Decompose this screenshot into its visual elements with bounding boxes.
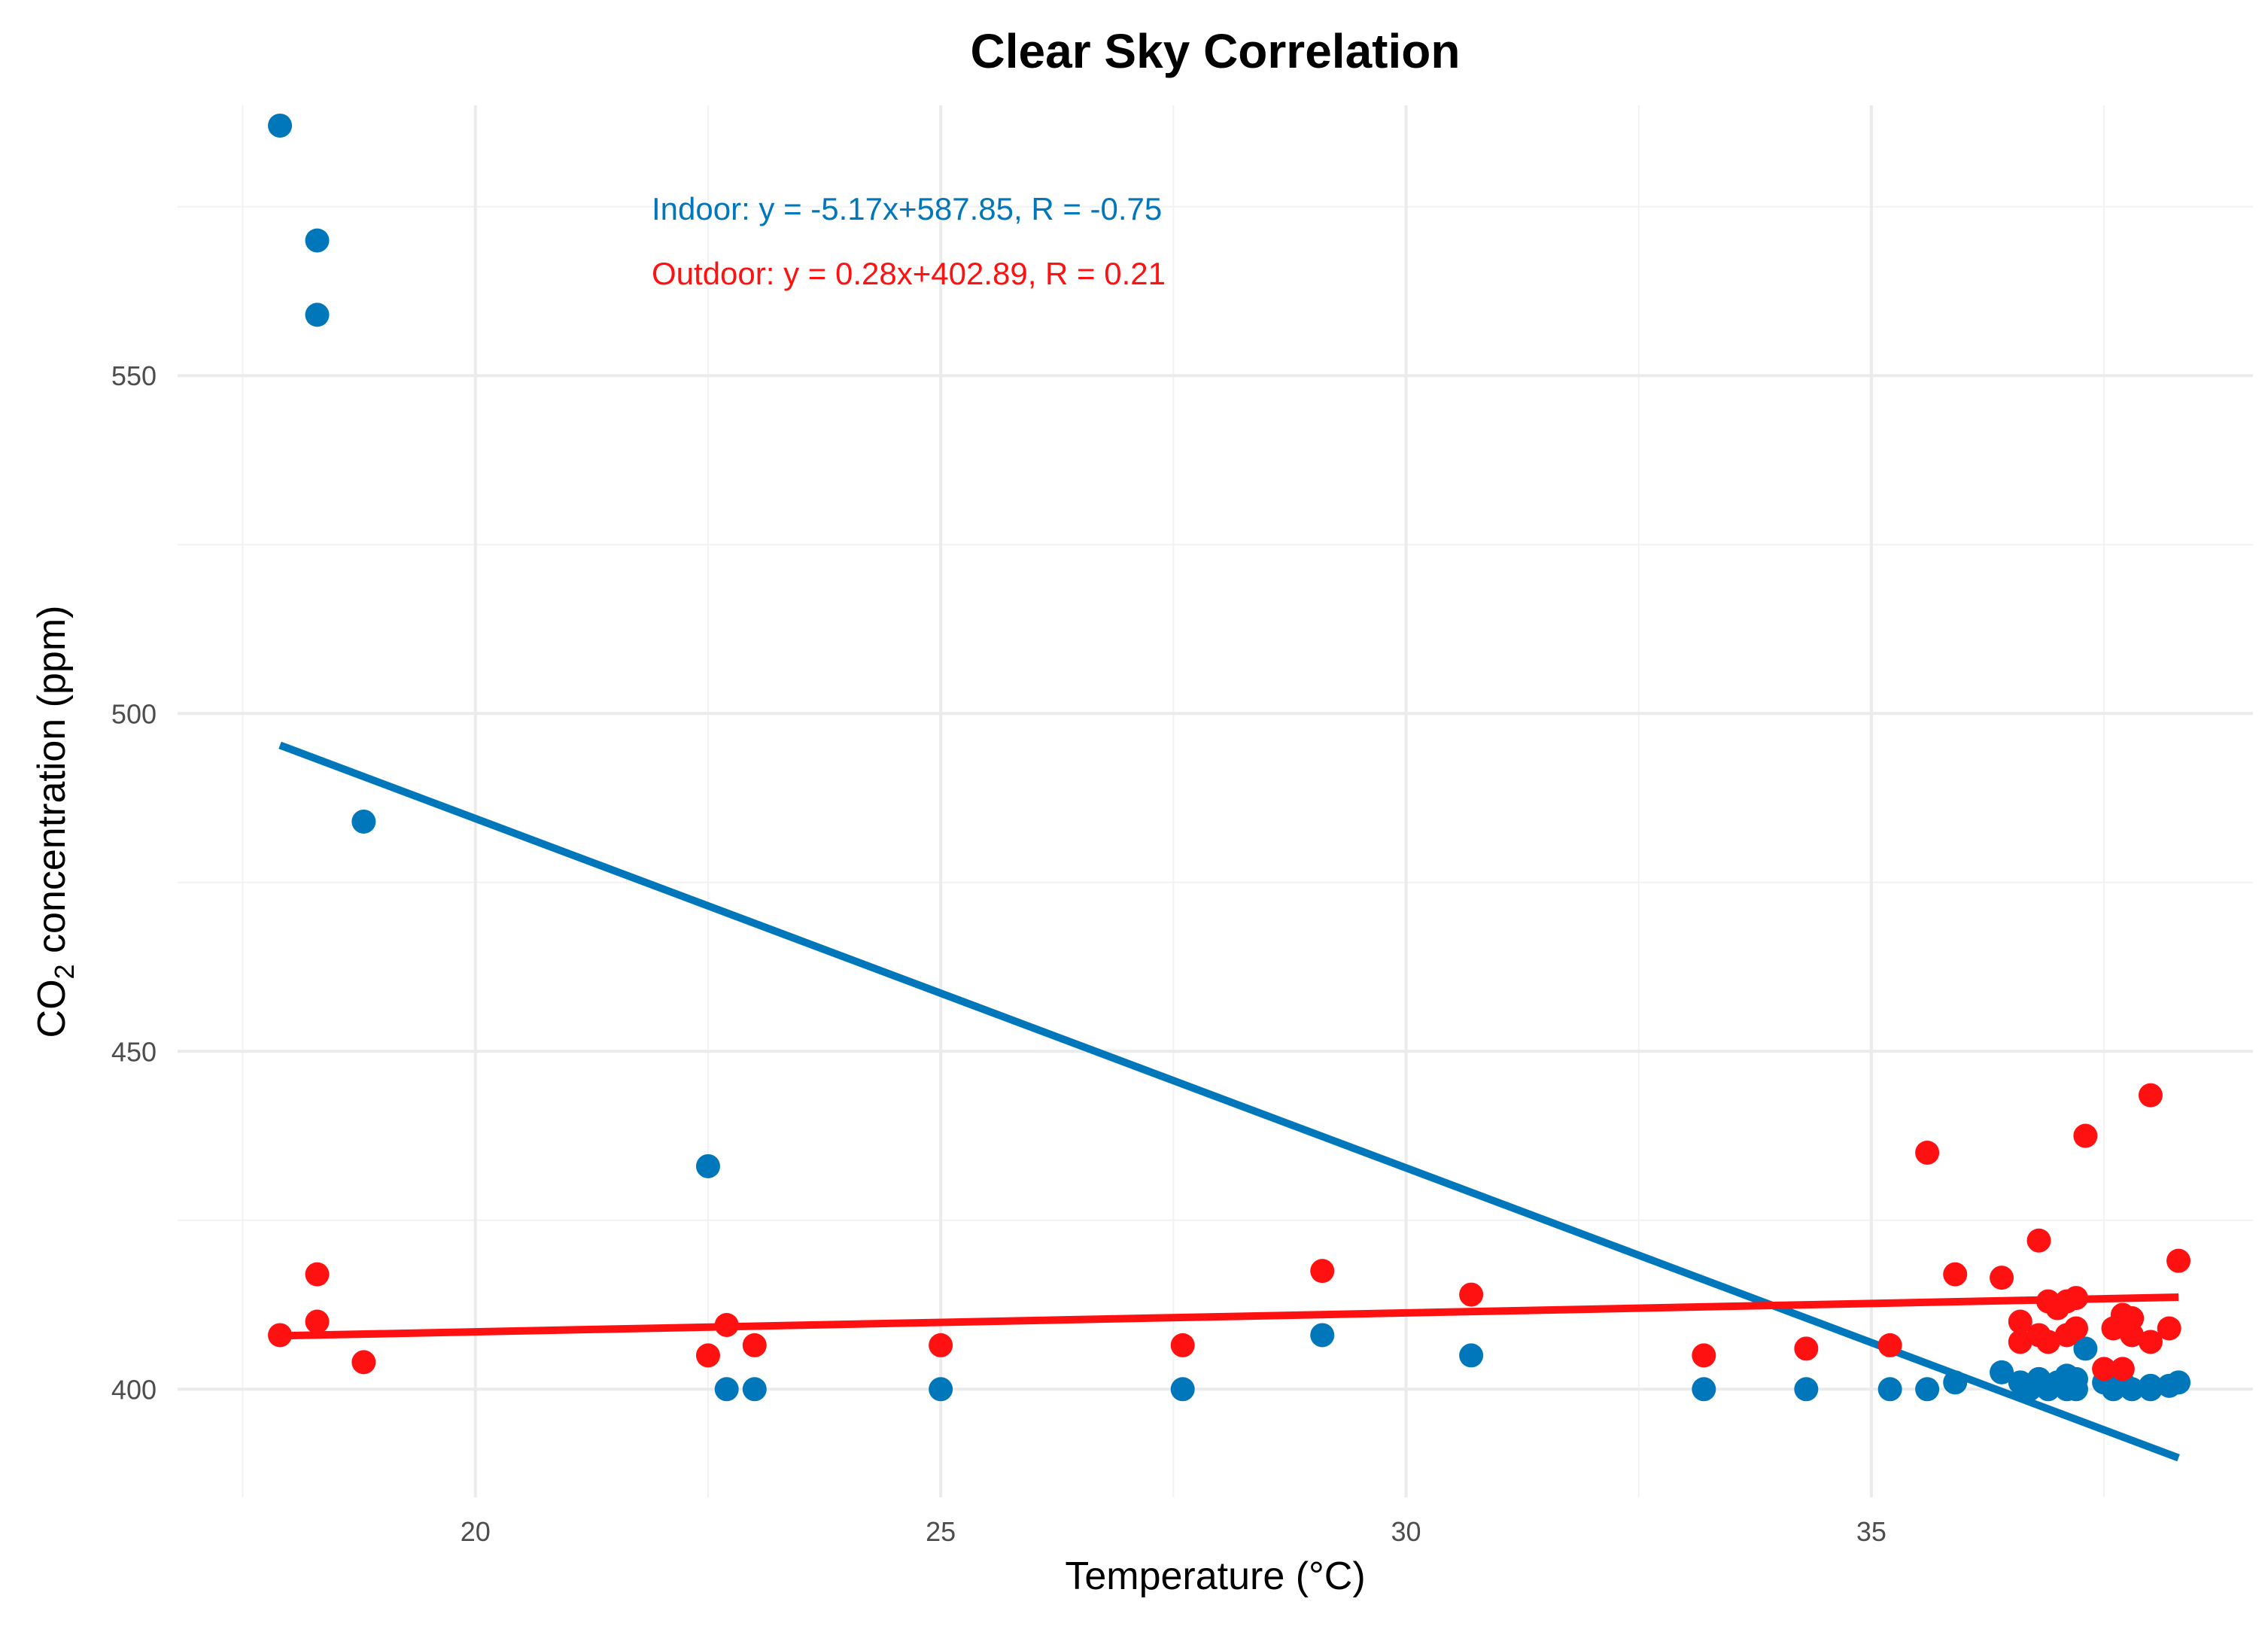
outdoor-point	[2120, 1306, 2145, 1331]
indoor-equation-label: Indoor: y = -5.17x+587.85, R = -0.75	[652, 191, 1162, 226]
indoor-point	[1310, 1323, 1335, 1348]
indoor-point	[929, 1377, 953, 1402]
y-axis-title: CO2 concentration (ppm)	[30, 606, 80, 1038]
fit-lines	[278, 741, 2180, 1462]
outdoor-point	[2166, 1248, 2191, 1273]
indoor-point	[305, 228, 330, 253]
tick-labels: 20 25 30 35 400 450 500 550	[111, 360, 1886, 1547]
chart-title: Clear Sky Correlation	[971, 24, 1461, 78]
y-axis-title-rest: concentration (ppm)	[30, 606, 74, 965]
indoor-point	[2138, 1377, 2163, 1402]
outdoor-equation-label: Outdoor: y = 0.28x+402.89, R = 0.21	[652, 256, 1166, 291]
outdoor-point	[2064, 1316, 2089, 1341]
y-tick-label: 400	[111, 1374, 157, 1405]
outdoor-point	[2064, 1286, 2089, 1311]
x-tick-label: 20	[461, 1516, 491, 1547]
indoor-point	[714, 1377, 739, 1402]
outdoor-point	[1943, 1262, 1968, 1287]
outdoor-point	[2092, 1357, 2117, 1381]
indoor-point	[2120, 1377, 2145, 1402]
indoor-point	[268, 113, 293, 138]
indoor-point	[695, 1153, 720, 1178]
outdoor-point	[2008, 1309, 2032, 1334]
indoor-point	[1877, 1377, 1902, 1402]
points	[268, 113, 2191, 1402]
outdoor-point	[1877, 1333, 1902, 1357]
y-tick-label: 450	[111, 1036, 157, 1067]
outdoor-point	[742, 1333, 767, 1357]
indoor-point	[351, 809, 376, 834]
indoor-point	[2073, 1336, 2098, 1361]
indoor-fit-line	[278, 741, 2180, 1462]
outdoor-point	[1459, 1282, 1484, 1307]
outdoor-point	[714, 1312, 739, 1337]
outdoor-point	[2120, 1323, 2145, 1348]
outdoor-point	[2110, 1357, 2135, 1381]
x-axis-title: Temperature (°C)	[1065, 1555, 1365, 1598]
outdoor-point	[1915, 1140, 1940, 1165]
outdoor-point	[305, 1262, 330, 1287]
indoor-point	[1692, 1377, 1716, 1402]
outdoor-point	[1990, 1266, 2014, 1290]
outdoor-point	[2073, 1123, 2098, 1148]
y-axis-title-main: CO	[30, 979, 74, 1038]
x-tick-label: 30	[1391, 1516, 1421, 1547]
outdoor-point	[929, 1333, 953, 1357]
outdoor-point	[305, 1309, 330, 1334]
outdoor-point	[2157, 1316, 2181, 1341]
y-tick-label: 550	[111, 360, 157, 391]
indoor-point	[1170, 1377, 1195, 1402]
y-tick-label: 500	[111, 698, 157, 729]
outdoor-point	[268, 1323, 293, 1348]
indoor-point	[305, 302, 330, 327]
outdoor-point	[2138, 1330, 2163, 1354]
outdoor-point	[351, 1350, 376, 1375]
outdoor-point	[2138, 1083, 2163, 1108]
outdoor-fit-line	[279, 1293, 2179, 1340]
indoor-point	[1794, 1377, 1819, 1402]
indoor-point	[1943, 1370, 1968, 1395]
indoor-point	[2064, 1377, 2089, 1402]
outdoor-point	[695, 1343, 720, 1368]
outdoor-point	[2035, 1330, 2060, 1354]
indoor-point	[742, 1377, 767, 1402]
outdoor-point	[2008, 1330, 2032, 1354]
indoor-point	[1459, 1343, 1484, 1368]
indoor-point	[1915, 1377, 1940, 1402]
outdoor-point	[1692, 1343, 1716, 1368]
x-tick-label: 25	[926, 1516, 956, 1547]
outdoor-point	[1794, 1336, 1819, 1361]
indoor-point	[1990, 1360, 2014, 1384]
outdoor-point	[1170, 1333, 1195, 1357]
outdoor-point	[1310, 1259, 1335, 1284]
outdoor-point	[2026, 1228, 2051, 1253]
x-tick-label: 35	[1856, 1516, 1886, 1547]
y-axis-title-subscript: 2	[49, 964, 80, 979]
grid	[178, 105, 2253, 1497]
indoor-point	[2166, 1370, 2191, 1395]
